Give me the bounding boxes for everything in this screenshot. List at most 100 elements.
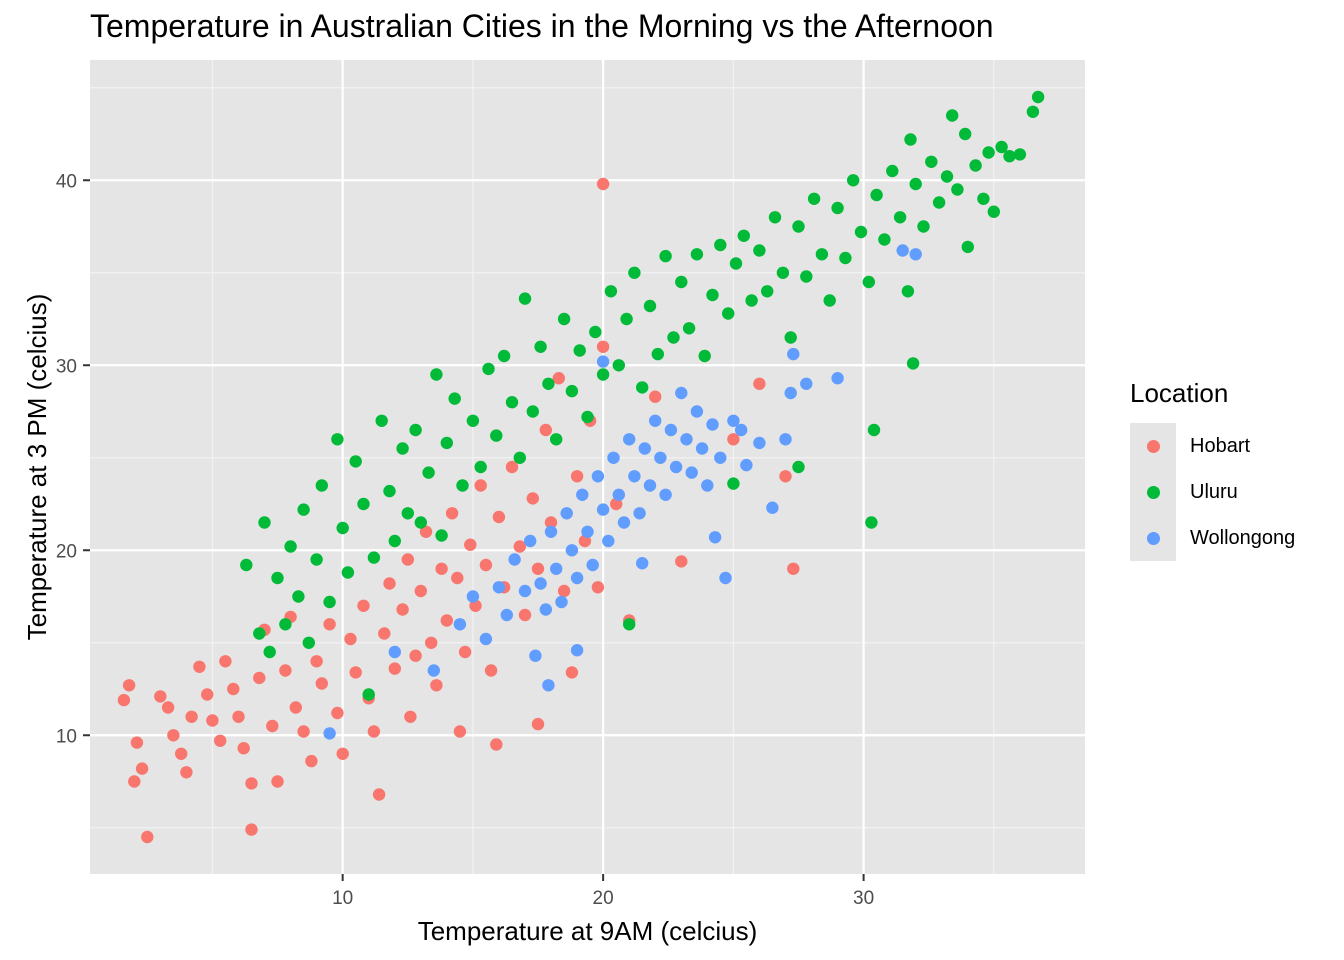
data-point <box>513 540 526 553</box>
legend-title: Location <box>1130 378 1229 408</box>
data-point <box>539 603 552 616</box>
data-point <box>680 433 693 446</box>
data-point <box>612 359 625 372</box>
data-point <box>753 377 766 390</box>
legend-items: Hobart Uluru Wollongong <box>1130 423 1295 561</box>
data-point <box>643 299 657 313</box>
data-point <box>602 534 615 548</box>
data-point <box>422 466 435 479</box>
data-point <box>596 368 610 381</box>
data-point <box>419 525 433 538</box>
data-point <box>201 688 214 701</box>
data-point <box>753 436 766 450</box>
data-point <box>633 507 646 520</box>
data-point <box>667 331 680 344</box>
data-point <box>659 488 672 501</box>
data-point <box>904 133 917 146</box>
data-point <box>690 405 704 418</box>
data-point <box>409 649 422 662</box>
data-point <box>570 644 584 657</box>
data-point <box>425 636 438 649</box>
data-point <box>570 571 584 585</box>
data-point <box>745 294 758 307</box>
data-point <box>982 146 995 159</box>
data-point <box>344 632 357 646</box>
data-point <box>623 618 636 631</box>
x-axis: 10 20 30 <box>332 874 874 909</box>
data-point <box>1013 148 1027 161</box>
data-point <box>591 470 605 483</box>
data-point <box>383 484 396 498</box>
data-point <box>737 229 750 242</box>
data-point <box>388 645 401 659</box>
data-point <box>279 664 292 677</box>
data-point <box>659 249 672 263</box>
data-point <box>1003 150 1016 163</box>
data-point <box>310 655 323 668</box>
data-point <box>464 538 477 551</box>
data-point <box>649 390 662 403</box>
data-point <box>727 433 740 446</box>
data-point <box>878 233 891 246</box>
legend-label: Hobart <box>1190 434 1251 457</box>
data-point <box>513 451 526 464</box>
data-point <box>529 649 542 662</box>
data-point <box>237 742 250 755</box>
data-point <box>787 562 800 575</box>
data-point <box>435 562 448 575</box>
series-hobart <box>117 177 800 844</box>
legend-key <box>1130 469 1176 515</box>
data-point <box>154 690 167 703</box>
data-point <box>214 734 227 747</box>
data-point <box>141 830 154 844</box>
data-point <box>167 729 180 742</box>
data-point <box>1031 90 1045 104</box>
data-point <box>651 347 664 361</box>
data-point <box>620 312 633 326</box>
data-point <box>581 410 594 424</box>
data-point <box>867 423 881 437</box>
data-point <box>302 636 315 649</box>
data-point <box>219 655 232 668</box>
data-point <box>977 192 990 205</box>
data-point <box>940 170 954 183</box>
data-point <box>383 577 396 590</box>
data-point <box>479 632 493 646</box>
data-point <box>906 357 920 370</box>
legend-key <box>1130 515 1176 561</box>
data-point <box>336 521 349 535</box>
data-point <box>565 544 579 557</box>
y-tick-label: 10 <box>56 726 77 747</box>
data-point <box>596 340 610 353</box>
data-point <box>706 288 719 302</box>
data-point <box>854 225 868 239</box>
data-point <box>591 581 605 594</box>
data-point <box>544 516 558 529</box>
data-point <box>180 766 193 779</box>
data-point <box>206 714 219 727</box>
data-point <box>753 244 766 257</box>
data-point <box>474 460 487 474</box>
data-point <box>896 244 909 257</box>
data-point <box>784 386 797 400</box>
data-point <box>396 442 409 455</box>
data-point <box>909 177 922 191</box>
data-point <box>375 414 388 427</box>
data-point <box>761 285 774 298</box>
data-point <box>315 479 328 492</box>
data-point <box>484 664 498 677</box>
data-point <box>531 717 545 731</box>
data-point <box>482 362 495 376</box>
data-point <box>628 470 641 483</box>
y-axis: 10 20 30 40 <box>56 171 90 747</box>
data-point <box>607 451 620 464</box>
data-point <box>636 381 649 394</box>
data-point <box>550 433 563 446</box>
data-point <box>969 159 982 172</box>
data-point <box>664 423 678 437</box>
legend-item-wollongong: Wollongong <box>1130 515 1295 561</box>
data-point <box>435 529 448 542</box>
data-point <box>492 581 506 594</box>
data-point <box>685 466 698 479</box>
